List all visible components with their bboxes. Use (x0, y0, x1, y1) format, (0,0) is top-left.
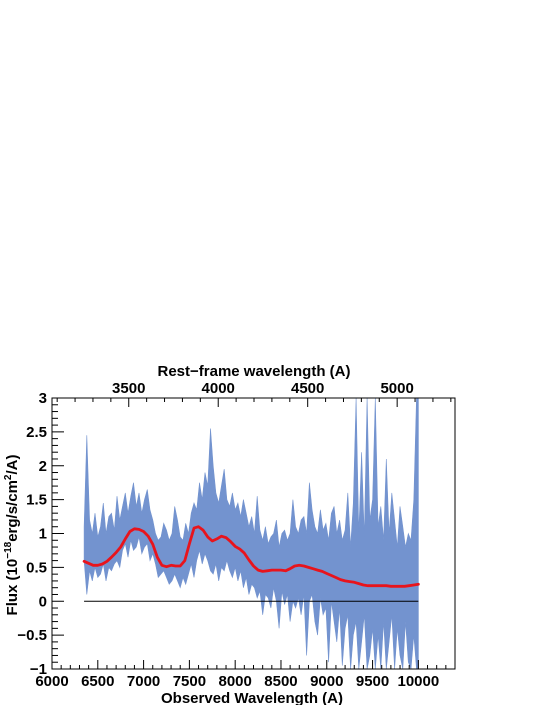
y-tick-label: −1 (30, 661, 47, 678)
x-tick-label: 7000 (127, 673, 160, 690)
spectrum-band-layer (83, 398, 419, 669)
model-line-layer (82, 525, 420, 588)
y-axis-title-part: erg/s/cm (4, 480, 21, 542)
x-tick-label: 7500 (173, 673, 206, 690)
y-tick-label: 3 (39, 390, 47, 407)
x-tick-label: 8500 (264, 673, 297, 690)
x-tick-label: 6000 (35, 673, 68, 690)
top-tick-label: 5000 (380, 380, 413, 397)
y-tick-label: −0.5 (17, 627, 47, 644)
y-tick-label: 2.5 (26, 424, 47, 441)
x-tick-label: 8000 (218, 673, 251, 690)
y-axis-title: Flux (10−18erg/s/cm2/A) (3, 455, 21, 616)
top-axis-title: Rest−frame wavelength (A) (158, 363, 351, 380)
top-tick-label: 3500 (112, 380, 145, 397)
tick-marks (51, 397, 456, 670)
top-tick-label: 4000 (202, 380, 235, 397)
model-line (82, 525, 420, 588)
x-axis-title: Observed Wavelength (A) (161, 690, 343, 705)
x-tick-label: 6500 (81, 673, 114, 690)
tick-labels: 6000 6500 7000 7500 8000 8500 9000 9500 10000 −1 −… (17, 380, 439, 690)
spectrum-band (83, 398, 419, 669)
x-tick-label: 9000 (310, 673, 343, 690)
y-tick-label: 1 (39, 526, 47, 543)
y-tick-label: 0.5 (26, 559, 47, 576)
y-axis-title-part: Flux (10 (4, 559, 21, 616)
y-axis-title-part: /A) (4, 455, 21, 475)
top-tick-label: 4500 (291, 380, 324, 397)
y-tick-label: 2 (39, 458, 47, 475)
x-tick-label: 10000 (398, 673, 440, 690)
y-tick-label: 1.5 (26, 492, 47, 509)
y-axis-title-exponent: −18 (3, 541, 14, 558)
y-axis-title-exponent: 2 (3, 474, 14, 480)
x-tick-label: 9500 (356, 673, 389, 690)
y-tick-label: 0 (39, 593, 47, 610)
